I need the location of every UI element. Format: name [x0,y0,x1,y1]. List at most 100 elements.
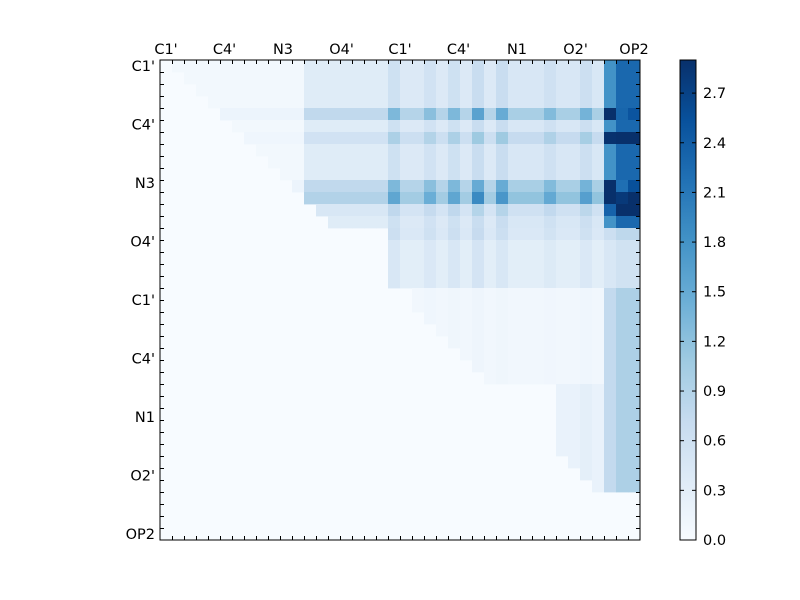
heatmap-cell [616,432,629,445]
heatmap-cell [328,168,341,181]
heatmap-cell [388,120,401,133]
heatmap-cell [400,60,413,73]
heatmap-cell [400,240,413,253]
heatmap-cell [424,84,437,97]
heatmap-cell [604,120,617,133]
heatmap-cell [568,156,581,169]
heatmap-cell [388,180,401,193]
heatmap-cell [448,120,461,133]
heatmap-cell [580,204,593,217]
heatmap-cell [592,204,605,217]
heatmap-cell [376,60,389,73]
heatmap-cell [556,360,569,373]
heatmap-cell [556,108,569,121]
heatmap-cell [412,264,425,277]
heatmap-cell [520,84,533,97]
heatmap-cell [352,60,365,73]
heatmap-cell [580,72,593,85]
heatmap-cell [460,216,473,229]
heatmap-cell [544,180,557,193]
heatmap-cell [352,180,365,193]
heatmap-cell [616,372,629,385]
heatmap-cell [520,132,533,145]
heatmap-cell [472,324,485,337]
heatmap-cell [304,84,317,97]
heatmap-cell [568,216,581,229]
heatmap-cell [424,228,437,241]
heatmap-cell [328,216,341,229]
heatmap-cell [340,204,353,217]
heatmap-cell [196,72,209,85]
heatmap-cell [424,252,437,265]
heatmap-cell [220,96,233,109]
heatmap-cell [400,192,413,205]
heatmap-cell [280,144,293,157]
heatmap-cell [460,60,473,73]
heatmap-cell [592,444,605,457]
heatmap-cell [580,468,593,481]
heatmap-cell [616,348,629,361]
heatmap-cell [340,216,353,229]
heatmap-cell [424,192,437,205]
heatmap-cell [352,144,365,157]
heatmap-cell [628,336,641,349]
heatmap-cell [592,240,605,253]
heatmap-cell [628,216,641,229]
heatmap-cell [556,132,569,145]
heatmap-cell [604,60,617,73]
heatmap-cell [580,396,593,409]
heatmap-cell [592,60,605,73]
heatmap-cell [472,300,485,313]
heatmap-cell [532,96,545,109]
heatmap-cell [556,384,569,397]
heatmap-cell [316,132,329,145]
heatmap-cell [388,264,401,277]
heatmap-cell [448,228,461,241]
heatmap-cell [616,180,629,193]
heatmap-cell [376,204,389,217]
heatmap-cell [484,60,497,73]
heatmap-cell [448,336,461,349]
heatmap-cell [568,288,581,301]
heatmap-cell [364,60,377,73]
heatmap-cell [592,384,605,397]
heatmap-cell [316,156,329,169]
heatmap-cell [532,72,545,85]
heatmap-cell [436,252,449,265]
heatmap-cell [448,204,461,217]
heatmap-cell [508,336,521,349]
heatmap-cell [520,72,533,85]
heatmap-cell [460,324,473,337]
heatmap-cell [256,96,269,109]
heatmap-cell [616,444,629,457]
heatmap-cell [580,432,593,445]
heatmap-cell [520,336,533,349]
heatmap-cell [508,120,521,133]
heatmap-cell [268,84,281,97]
heatmap-cell [364,120,377,133]
heatmap-cell [400,120,413,133]
heatmap-cell [592,216,605,229]
heatmap-cell [544,264,557,277]
heatmap-cell [520,192,533,205]
heatmap-cell [616,168,629,181]
heatmap-cell [292,84,305,97]
heatmap-cell [496,72,509,85]
heatmap-cell [436,180,449,193]
heatmap-cell [520,204,533,217]
heatmap-cell [628,432,641,445]
y-tick-label: N1 [135,410,155,426]
heatmap-cell [628,420,641,433]
heatmap-cell [580,264,593,277]
heatmap-cell [424,300,437,313]
heatmap-cell [544,300,557,313]
heatmap-cell [544,324,557,337]
heatmap-cell [628,96,641,109]
heatmap-cell [532,312,545,325]
heatmap-cell [244,96,257,109]
heatmap-cell [436,216,449,229]
heatmap-cell [628,144,641,157]
heatmap-cell [580,300,593,313]
heatmap-cell [556,432,569,445]
heatmap-cell [400,252,413,265]
